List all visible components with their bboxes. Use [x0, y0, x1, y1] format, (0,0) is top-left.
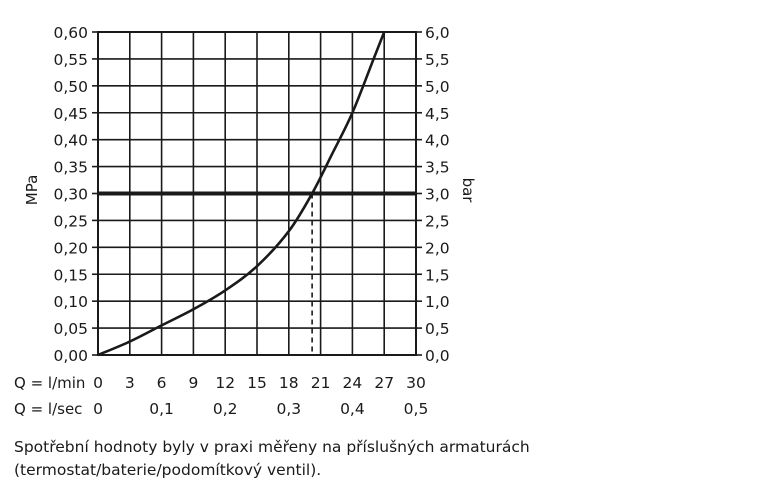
left-tick-label: 0,45 [53, 105, 88, 123]
left-tick-label: 0,00 [53, 347, 88, 365]
right-tick-label: 4,0 [425, 132, 450, 150]
x-tick-label-lpm: 9 [188, 374, 198, 392]
x-tick-label-lps: 0,3 [276, 400, 301, 418]
left-tick-label: 0,10 [53, 293, 88, 311]
x-axis-label-lps: Q = l/sec [14, 400, 82, 418]
right-tick-label: 3,0 [425, 186, 450, 204]
x-tick-label-lps: 0,1 [149, 400, 174, 418]
x-tick-label-lpm: 24 [343, 374, 363, 392]
x-tick-label-lps: 0,5 [404, 400, 429, 418]
x-tick-label-lpm: 3 [125, 374, 135, 392]
left-tick-label: 0,55 [53, 51, 88, 69]
right-tick-label: 2,0 [425, 239, 450, 257]
x-tick-label-lps: 0,2 [213, 400, 238, 418]
right-tick-label: 0,0 [425, 347, 450, 365]
right-tick-label: 1,0 [425, 293, 450, 311]
x-axis-lps-ticks: 0 0,1 0,2 0,3 0,4 0,5 [93, 400, 428, 418]
left-axis-ticks: 0,00 0,05 0,10 0,15 0,20 0,25 0,30 0,35 0,40 0,45… [53, 24, 98, 365]
left-tick-label: 0,30 [53, 186, 88, 204]
right-tick-label: 0,5 [425, 320, 450, 338]
left-tick-label: 0,35 [53, 159, 88, 177]
right-tick-label: 4,5 [425, 105, 450, 123]
left-tick-label: 0,05 [53, 320, 88, 338]
x-tick-label-lpm: 0 [93, 374, 103, 392]
x-tick-label-lps: 0 [93, 400, 103, 418]
left-tick-label: 0,50 [53, 78, 88, 96]
x-tick-label-lpm: 12 [215, 374, 235, 392]
left-tick-label: 0,40 [53, 132, 88, 150]
right-tick-label: 3,5 [425, 159, 450, 177]
right-tick-label: 5,0 [425, 78, 450, 96]
x-tick-label-lps: 0,4 [340, 400, 365, 418]
pressure-flow-chart: 0,000,050,100,150,200,250,300,350,400,45… [14, 24, 477, 418]
right-tick-label: 1,5 [425, 266, 450, 284]
right-tick-label: 6,0 [425, 24, 450, 42]
x-tick-label-lpm: 6 [157, 374, 167, 392]
x-tick-label-lpm: 18 [279, 374, 299, 392]
right-tick-label: 5,5 [425, 51, 450, 69]
right-axis-ticks: 0,0 0,5 1,0 1,5 2,0 2,5 3,0 3,5 4,0 4,5 5,0 5,5 6,0 [416, 24, 450, 365]
y-axis-label-right: bar [459, 178, 477, 204]
pressure-flow-curve [97, 31, 386, 357]
x-tick-label-lpm: 21 [311, 374, 331, 392]
chart-caption: Spotřební hodnoty byly v praxi měřeny na… [14, 438, 530, 479]
left-tick-label: 0,15 [53, 266, 88, 284]
y-axis-label-left: MPa [23, 175, 41, 206]
x-axis-lpm-ticks: 0 3 6 9 12 15 18 21 24 27 30 [93, 374, 426, 392]
left-tick-label: 0,20 [53, 239, 88, 257]
x-tick-label-lpm: 15 [247, 374, 267, 392]
x-axis-label-lpm: Q = l/min [14, 374, 85, 392]
right-tick-label: 2,5 [425, 212, 450, 230]
x-tick-label-lpm: 30 [406, 374, 426, 392]
left-tick-label: 0,60 [53, 24, 88, 42]
x-tick-label-lpm: 27 [374, 374, 394, 392]
left-tick-label: 0,25 [53, 212, 88, 230]
